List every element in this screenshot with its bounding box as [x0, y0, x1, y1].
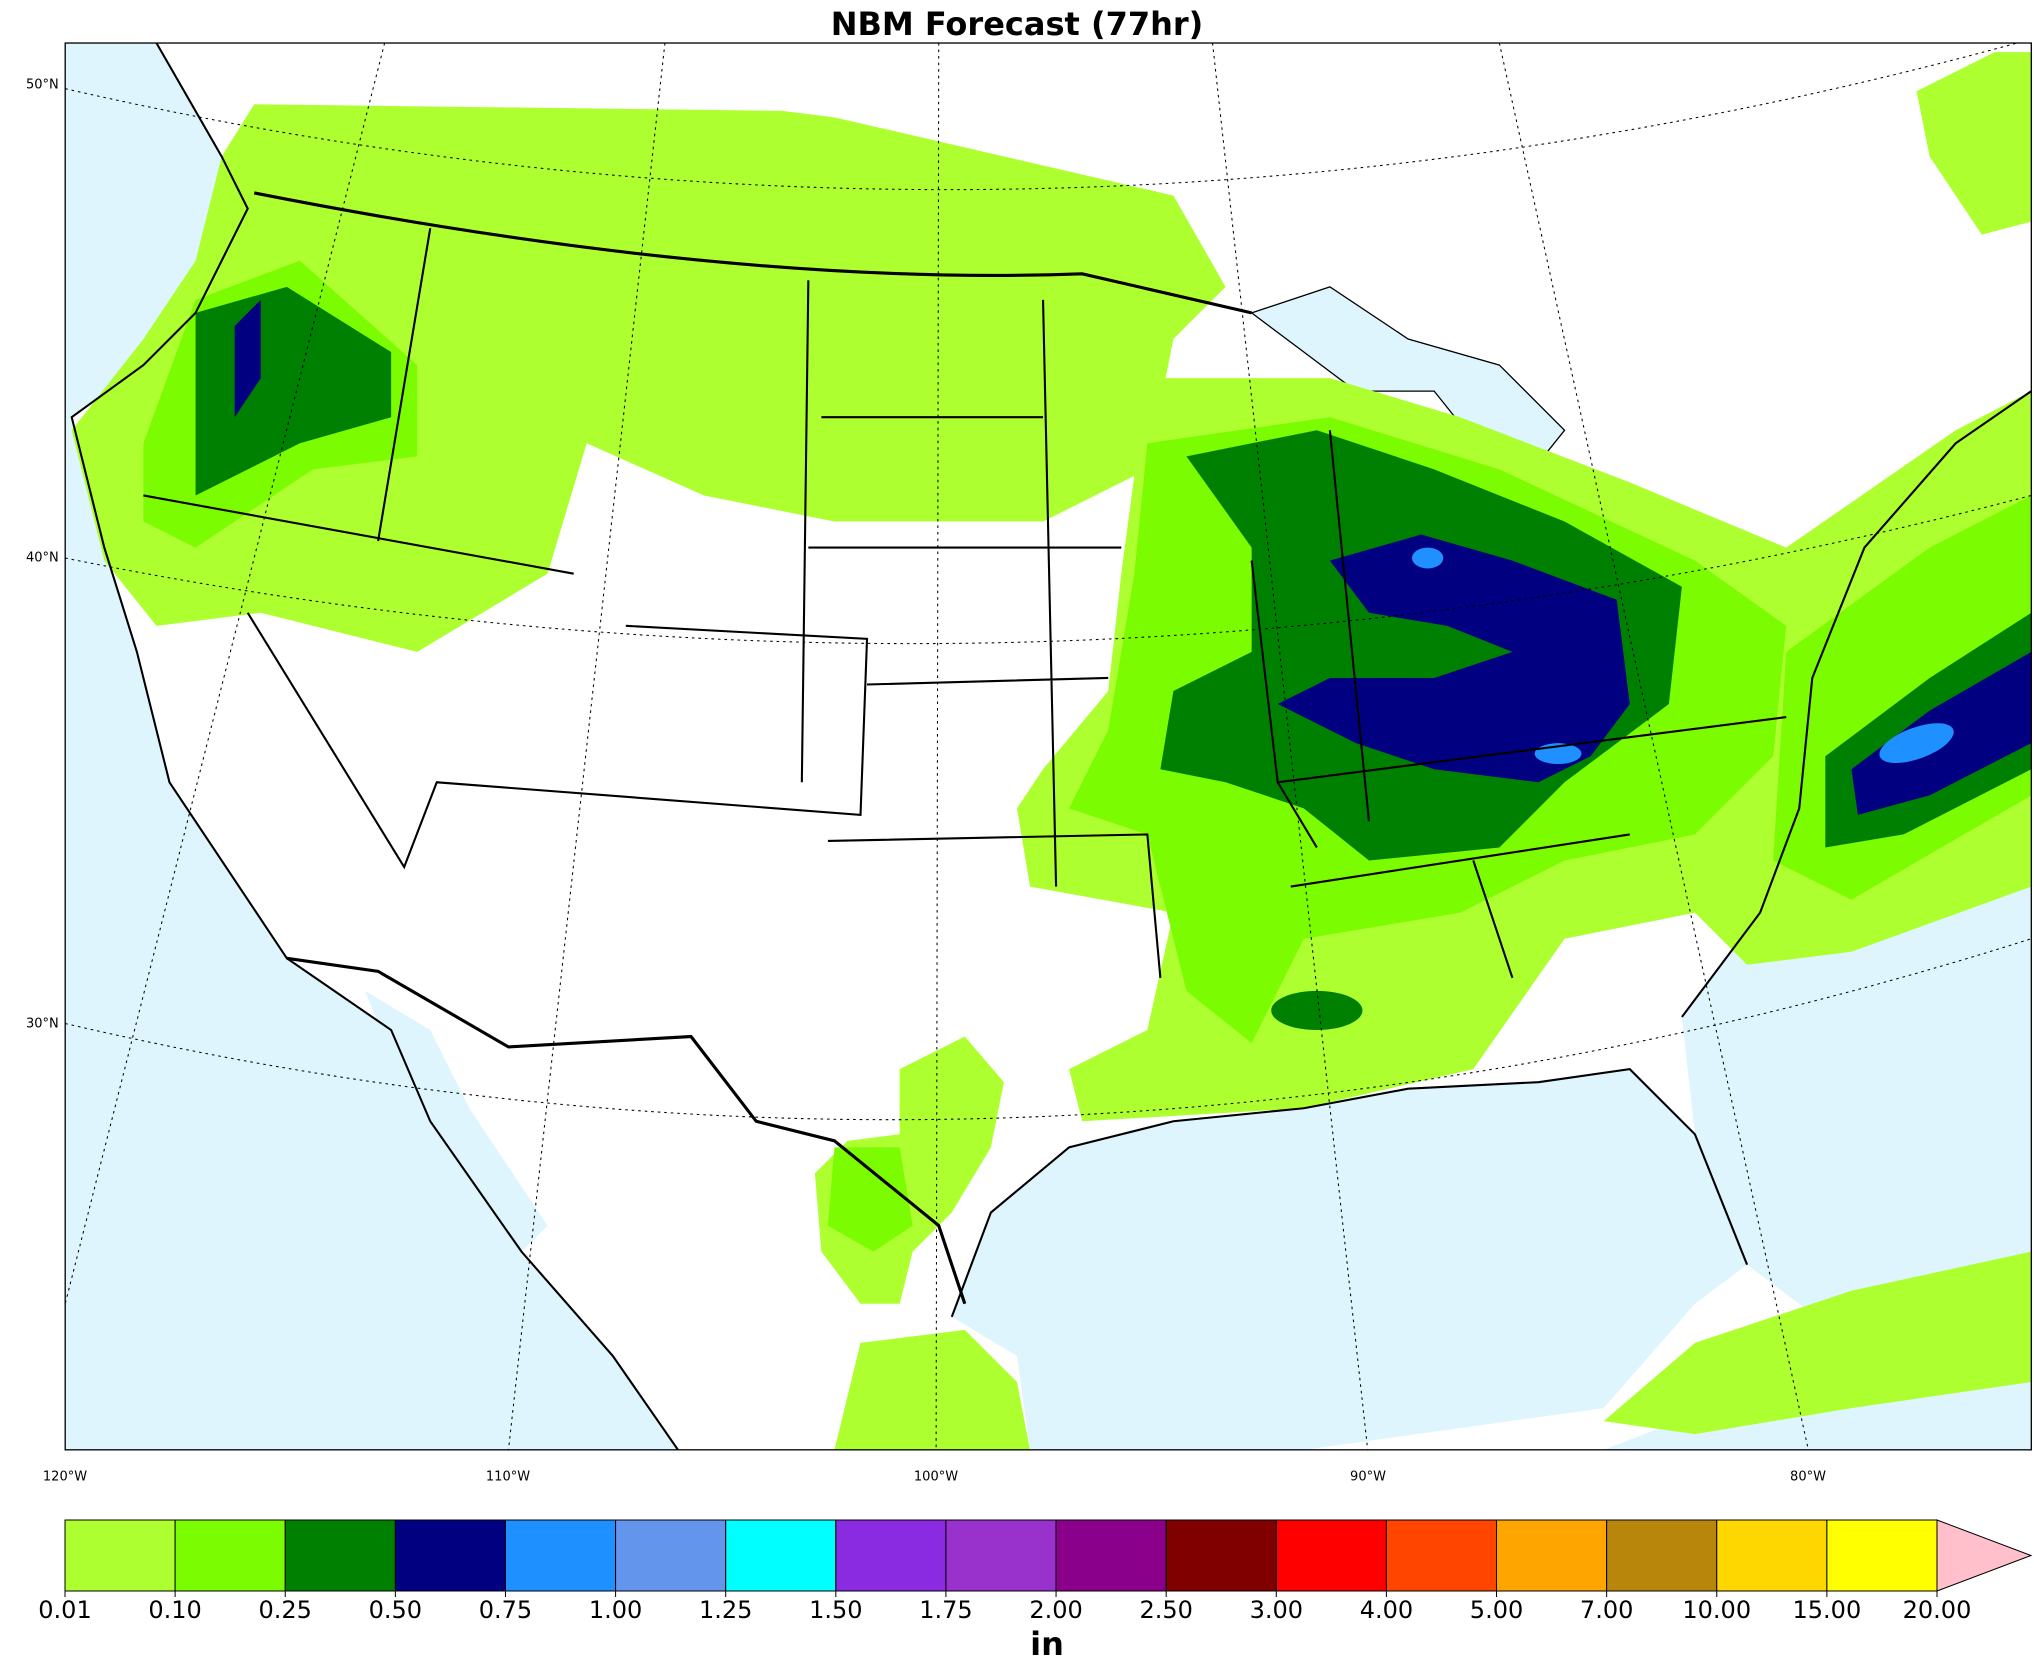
- colorbar-tick-label: 20.00: [1903, 1596, 1972, 1624]
- lon-label: 120°W: [43, 1470, 87, 1485]
- country-border: [253, 191, 1252, 1305]
- colorbar-bin: [1165, 1519, 1277, 1592]
- colorbar-bin: [1716, 1519, 1828, 1592]
- colorbar-bin: [615, 1519, 727, 1592]
- colorbar-bin: [504, 1519, 617, 1592]
- precip-area: [71, 104, 1226, 652]
- coastline: [70, 43, 679, 1450]
- colorbar-bin: [1826, 1519, 1938, 1592]
- colorbar-bin: [1496, 1519, 1608, 1592]
- precip-area: [1412, 547, 1444, 569]
- colorbar-bin: [1275, 1519, 1387, 1592]
- colorbar-tick-label: 3.00: [1250, 1596, 1303, 1624]
- lat-label: 50°N: [26, 78, 59, 93]
- colorbar-tick-label: 1.00: [589, 1596, 642, 1624]
- colorbar-label: in: [1030, 1625, 1064, 1663]
- colorbar-tick-label: 2.00: [1029, 1596, 1082, 1624]
- colorbar-tick-label: 1.25: [699, 1596, 752, 1624]
- state-border: [143, 227, 1787, 979]
- colorbar-tick-label: 1.75: [919, 1596, 972, 1624]
- lon-label: 90°W: [1350, 1470, 1386, 1485]
- colorbar-tick-label: 1.50: [809, 1596, 862, 1624]
- title: NBM Forecast (77hr): [831, 5, 1204, 43]
- lon-labels: 120°W 110°W 100°W 90°W 80°W: [43, 1470, 1826, 1485]
- colorbar-tick-label: 0.01: [38, 1596, 91, 1624]
- lat-label: 30°N: [26, 1017, 59, 1032]
- colorbar-tick-label: 10.00: [1682, 1596, 1751, 1624]
- colorbar-tick-label: 0.10: [148, 1596, 201, 1624]
- lon-label: 80°W: [1790, 1470, 1826, 1485]
- meridian: [1212, 43, 1369, 1450]
- precip-area: [834, 1329, 1031, 1450]
- gulf-of-california: [365, 990, 548, 1252]
- coastline: [950, 390, 2032, 1318]
- colorbar-tick-label: 0.25: [259, 1596, 312, 1624]
- colorbar-bin: [1055, 1519, 1167, 1592]
- lat-label: 40°N: [26, 551, 59, 566]
- colorbar-bin: [394, 1519, 506, 1592]
- lon-label: 110°W: [486, 1470, 530, 1485]
- precip-area: [1916, 52, 2032, 235]
- precip-area: [1879, 723, 1954, 764]
- colorbar-bin: [1606, 1519, 1718, 1592]
- colorbar-tick-label: 0.75: [479, 1596, 532, 1624]
- lat-labels: 50°N 40°N 30°N: [26, 78, 59, 1032]
- colorbar-bin: [64, 1519, 176, 1592]
- colorbar-bin: [945, 1519, 1057, 1592]
- precip-area: [827, 1147, 913, 1252]
- colorbar-extend: [1936, 1519, 2033, 1592]
- colorbar-tick-label: 2.50: [1139, 1596, 1192, 1624]
- precip-area: [1603, 1251, 2032, 1435]
- map-frame: [64, 42, 2032, 1451]
- precip-area: [1277, 534, 1630, 783]
- colorbar-tick-label: 0.50: [369, 1596, 422, 1624]
- precip-area: [1271, 990, 1363, 1031]
- map: [64, 42, 2032, 1451]
- colorbar-tick-label: 15.00: [1793, 1596, 1862, 1624]
- meridian: [65, 43, 386, 1304]
- precip-area: [234, 299, 261, 418]
- lon-label: 100°W: [914, 1470, 958, 1485]
- colorbar-tick-label: 4.00: [1360, 1596, 1413, 1624]
- colorbar-bin: [835, 1519, 947, 1592]
- colorbar-tick-label: 5.00: [1470, 1596, 1523, 1624]
- colorbar-tick-label: 7.00: [1580, 1596, 1633, 1624]
- meridian: [1498, 43, 1809, 1450]
- colorbar-bin: [1385, 1519, 1498, 1592]
- meridian: [507, 43, 666, 1450]
- colorbar-bin: [284, 1519, 396, 1592]
- gulf: [951, 1069, 1748, 1450]
- colorbar-bin: [725, 1519, 837, 1592]
- parallel: [65, 494, 2032, 645]
- colorbar-bin: [174, 1519, 286, 1592]
